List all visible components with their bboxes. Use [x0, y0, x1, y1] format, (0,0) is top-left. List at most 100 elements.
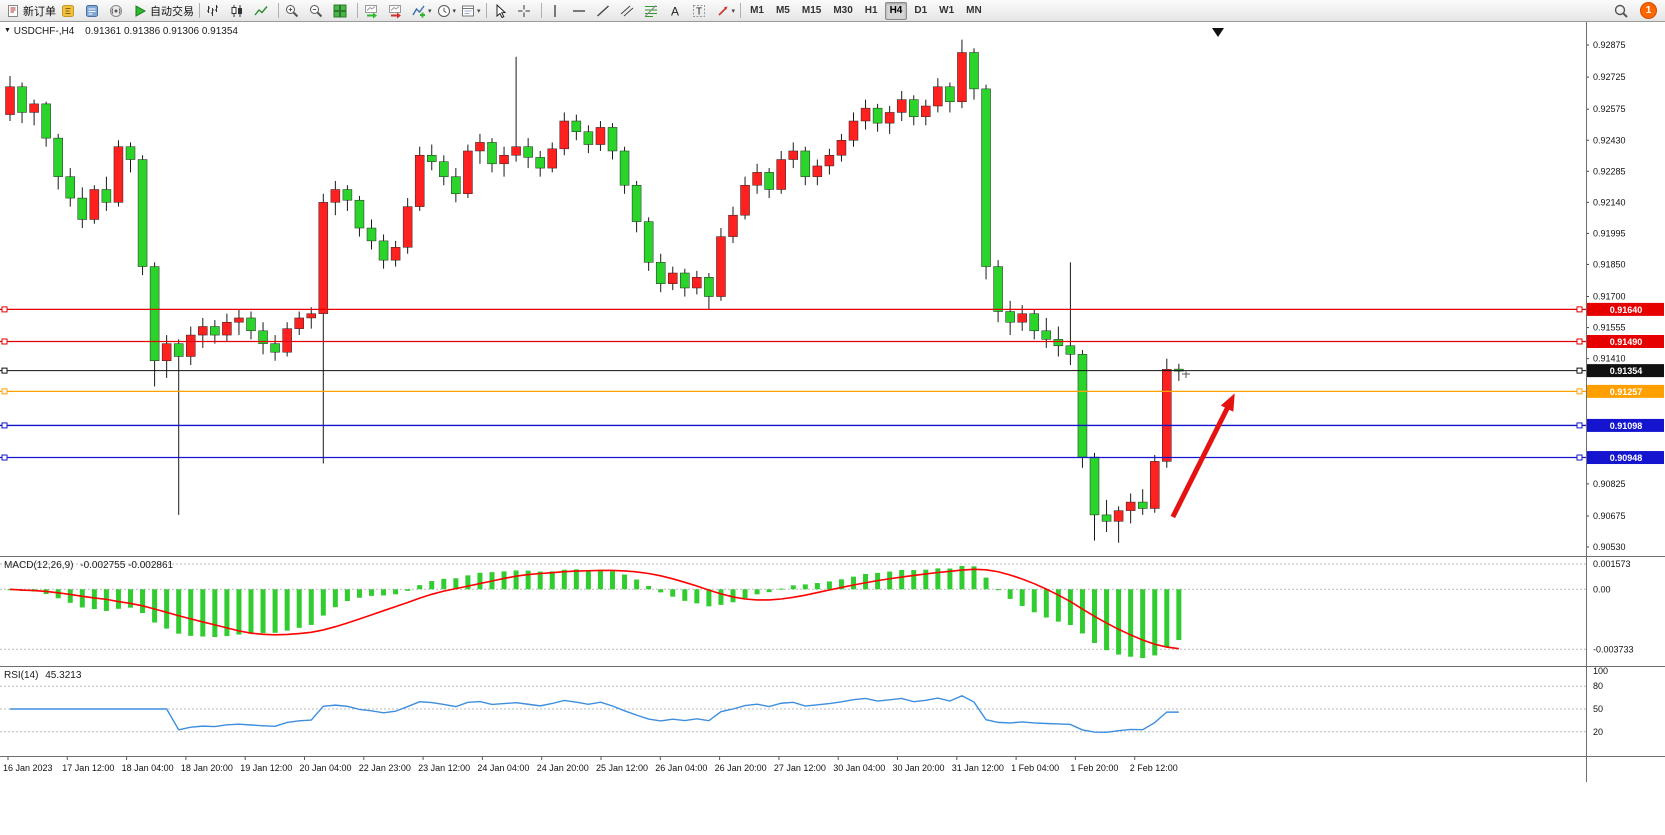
- notification-badge[interactable]: 1: [1640, 2, 1657, 19]
- timeframe-d1-button[interactable]: D1: [914, 4, 928, 16]
- candle: [824, 155, 835, 167]
- horizontal-line-button[interactable]: [569, 1, 593, 20]
- time-tick-label: 30 Jan 04:00: [833, 763, 885, 773]
- price-badge-label: 0.90948: [1610, 453, 1643, 463]
- label-button[interactable]: T: [689, 1, 713, 20]
- candle: [294, 317, 304, 329]
- candle: [439, 161, 449, 177]
- metaeditor-button[interactable]: [58, 1, 82, 20]
- zoom-in-button[interactable]: [282, 1, 306, 20]
- cursor-button[interactable]: [490, 1, 514, 20]
- rsi-gridlines: 100 80 50 20: [0, 666, 1608, 737]
- vertical-line-button[interactable]: [545, 1, 569, 20]
- terminal-button[interactable]: [82, 1, 106, 20]
- panel-separator[interactable]: [0, 556, 1665, 557]
- candle: [173, 343, 184, 357]
- price-tick-label: 0.91410: [1593, 354, 1626, 364]
- periods-button[interactable]: ▾: [434, 1, 459, 20]
- equidistant-channel-button[interactable]: [617, 1, 641, 20]
- timeframe-h1-button[interactable]: H1: [864, 4, 878, 16]
- candle: [17, 86, 27, 113]
- bar-chart-button[interactable]: [203, 1, 227, 20]
- candle: [776, 159, 786, 190]
- autotrading-button[interactable]: 自动交易: [130, 1, 196, 20]
- line-endpoint-handle[interactable]: [1576, 338, 1583, 345]
- candle: [475, 142, 485, 152]
- line-endpoint-handle[interactable]: [1, 306, 8, 313]
- chart-shift-button[interactable]: [385, 1, 409, 20]
- candle: [559, 120, 570, 150]
- candle: [198, 326, 208, 336]
- candle: [511, 146, 521, 156]
- candle: [1101, 514, 1112, 522]
- line-endpoint-handle[interactable]: [1576, 422, 1583, 429]
- line-endpoint-handle[interactable]: [1, 422, 8, 429]
- candle: [451, 176, 461, 195]
- price-axis[interactable]: 0.92875 0.92725 0.92575 0.92430 0.92285 0.921…: [1586, 40, 1626, 552]
- time-axis[interactable]: 16 Jan 2023 17 Jan 12:00 18 Jan 04:00 18 Ja…: [0, 756, 1665, 782]
- panel-separator[interactable]: [0, 666, 1665, 667]
- chart-symbol: USDCHF-,H4: [13, 26, 75, 37]
- collapse-triangle-icon[interactable]: ▼: [4, 27, 11, 34]
- label-icon: T: [691, 3, 707, 19]
- line-endpoint-handle[interactable]: [1, 367, 8, 374]
- candle: [523, 146, 533, 158]
- timeframe-m30-button[interactable]: M30: [833, 4, 853, 16]
- trendline-button[interactable]: [593, 1, 617, 20]
- templates-button[interactable]: ▾: [458, 1, 483, 20]
- zoom-out-button[interactable]: [306, 1, 330, 20]
- fibonacci-icon: [643, 3, 659, 19]
- candle: [1077, 354, 1088, 458]
- candle: [414, 155, 425, 207]
- candle: [1053, 339, 1064, 347]
- candle: [631, 184, 642, 222]
- candle: [896, 99, 907, 113]
- line-endpoint-handle[interactable]: [1, 454, 8, 461]
- rsi-panel[interactable]: 100 80 50 20: [0, 666, 1665, 756]
- timeframe-mn-button[interactable]: MN: [966, 4, 982, 16]
- candle: [378, 240, 389, 261]
- indicators-button[interactable]: ▾: [409, 1, 434, 20]
- macd-panel[interactable]: 0.001573 0.00 -0.003733: [0, 556, 1665, 666]
- candle: [65, 176, 75, 199]
- candle: [1029, 313, 1039, 332]
- chevron-down-icon: ▾: [428, 7, 432, 15]
- timeframe-h4-button[interactable]: H4: [884, 1, 908, 20]
- auto-scroll-button[interactable]: [361, 1, 385, 20]
- candle: [836, 140, 847, 156]
- candlestick-chart-button[interactable]: [227, 1, 251, 20]
- line-endpoint-handle[interactable]: [1576, 388, 1583, 395]
- line-endpoint-handle[interactable]: [1, 388, 8, 395]
- line-endpoint-handle[interactable]: [1576, 306, 1583, 313]
- zoom-in-icon: [284, 3, 300, 19]
- time-tick-label: 27 Jan 12:00: [774, 763, 826, 773]
- timeframe-w1-button[interactable]: W1: [939, 4, 955, 16]
- candle: [643, 221, 654, 263]
- line-endpoint-handle[interactable]: [1576, 367, 1583, 374]
- macd-axis-label: 0.00: [1593, 584, 1611, 594]
- text-button[interactable]: A: [665, 1, 689, 20]
- line-endpoint-handle[interactable]: [1, 338, 8, 345]
- search-button[interactable]: [1611, 1, 1635, 20]
- timeframe-m15-button[interactable]: M15: [801, 4, 822, 16]
- rsi-name: RSI(14): [4, 670, 39, 681]
- new-order-button[interactable]: 新订单: [3, 1, 58, 20]
- arrows-button[interactable]: ▾: [713, 1, 738, 20]
- line-endpoint-handle[interactable]: [1576, 454, 1583, 461]
- chart-shift-marker[interactable]: [1212, 28, 1224, 37]
- price-axis-separator[interactable]: [1586, 22, 1587, 782]
- trend-arrow-annotation[interactable]: [1170, 400, 1233, 519]
- fibonacci-button[interactable]: [641, 1, 665, 20]
- candle: [258, 330, 268, 344]
- tile-icon: [332, 3, 348, 19]
- crosshair-button[interactable]: [514, 1, 538, 20]
- candle: [77, 197, 88, 220]
- line-chart-button[interactable]: [251, 1, 275, 20]
- tile-windows-button[interactable]: [330, 1, 354, 20]
- main-chart[interactable]: 0.92875 0.92725 0.92575 0.92430 0.92285 0.921…: [0, 22, 1665, 556]
- timeframe-m1-button[interactable]: M1: [750, 4, 764, 16]
- macd-signal-line: [9, 568, 1179, 650]
- new-order-label: 新订单: [23, 5, 56, 18]
- timeframe-m5-button[interactable]: M5: [775, 4, 790, 16]
- news-button[interactable]: [106, 1, 130, 20]
